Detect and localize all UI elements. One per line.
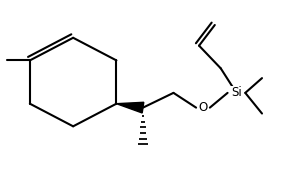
Polygon shape [116, 102, 144, 113]
Text: O: O [198, 101, 208, 114]
Text: Si: Si [231, 86, 242, 99]
